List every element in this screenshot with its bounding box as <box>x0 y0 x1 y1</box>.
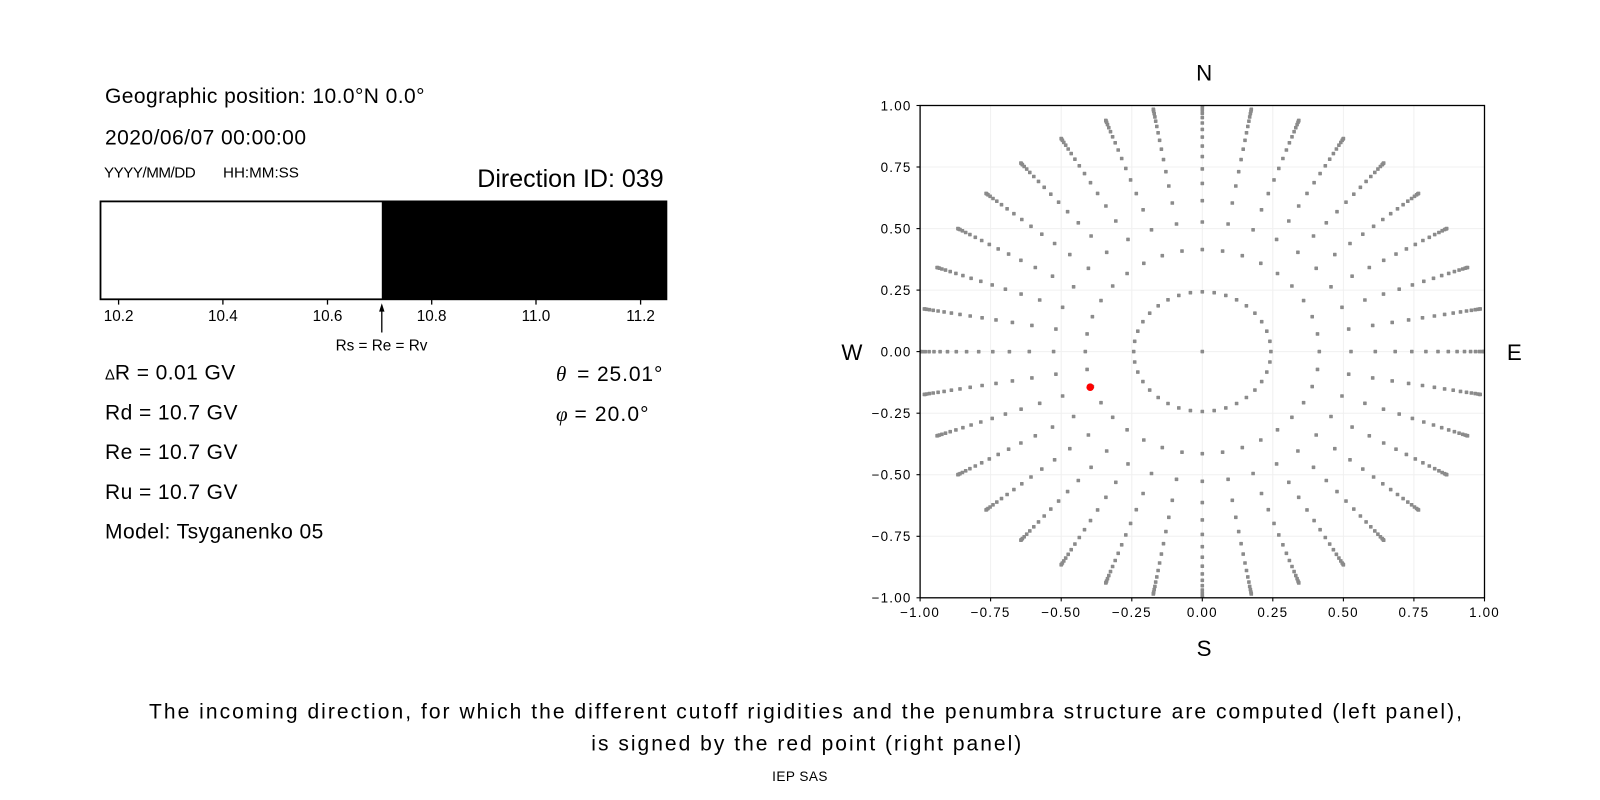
svg-text:Ru = 10.7 GV: Ru = 10.7 GV <box>105 481 238 504</box>
svg-text:Model: Tsyganenko 05: Model: Tsyganenko 05 <box>105 521 324 544</box>
svg-text:HH:MM:SS: HH:MM:SS <box>223 164 299 181</box>
svg-text:The incoming direction, for wh: The incoming direction, for which the di… <box>149 701 1462 724</box>
svg-text:−0.75: −0.75 <box>872 529 912 544</box>
svg-text:10.6: 10.6 <box>313 308 343 325</box>
svg-text:Rs = Re = Rv: Rs = Re = Rv <box>336 338 428 355</box>
svg-text:0.50: 0.50 <box>881 222 912 237</box>
svg-text:10.8: 10.8 <box>417 308 447 325</box>
svg-text:−1.00: −1.00 <box>872 591 912 606</box>
svg-text:E: E <box>1507 340 1522 365</box>
svg-text:11.2: 11.2 <box>626 308 655 325</box>
svg-text:S: S <box>1197 636 1212 661</box>
svg-text:Re = 10.7 GV: Re = 10.7 GV <box>105 441 238 464</box>
svg-text:0.25: 0.25 <box>1257 605 1288 620</box>
svg-text:YYYY/MM/DD: YYYY/MM/DD <box>104 164 196 181</box>
svg-text:0.75: 0.75 <box>881 160 912 175</box>
svg-text:0.50: 0.50 <box>1328 605 1359 620</box>
svg-text:Direction ID: 039: Direction ID: 039 <box>477 165 663 193</box>
svg-text:IEP SAS: IEP SAS <box>772 769 828 784</box>
svg-text:Geographic position: 10.0°N 0.: Geographic position: 10.0°N 0.0° <box>105 85 425 108</box>
svg-text:0.00: 0.00 <box>1187 605 1218 620</box>
svg-text:θ = 25.01°: θ = 25.01° <box>556 362 663 386</box>
svg-text:W: W <box>841 340 862 365</box>
svg-text:N: N <box>1196 60 1212 85</box>
svg-text:0.00: 0.00 <box>881 345 912 360</box>
svg-text:is signed by the red point (ri: is signed by the red point (right panel) <box>591 733 1021 756</box>
svg-text:−1.00: −1.00 <box>900 605 940 620</box>
svg-text:1.00: 1.00 <box>881 98 912 113</box>
svg-text:−0.50: −0.50 <box>872 468 912 483</box>
svg-text:10.4: 10.4 <box>208 308 238 325</box>
svg-text:0.25: 0.25 <box>881 283 912 298</box>
svg-text:−0.75: −0.75 <box>971 605 1011 620</box>
svg-text:φ = 20.0°: φ = 20.0° <box>556 402 650 426</box>
svg-text:11.0: 11.0 <box>522 308 551 325</box>
svg-text:2020/06/07 00:00:00: 2020/06/07 00:00:00 <box>105 127 306 150</box>
svg-text:1.00: 1.00 <box>1469 605 1500 620</box>
svg-text:−0.25: −0.25 <box>872 406 912 421</box>
svg-text:10.2: 10.2 <box>104 308 134 325</box>
svg-text:−0.50: −0.50 <box>1041 605 1081 620</box>
svg-text:0.75: 0.75 <box>1398 605 1429 620</box>
svg-text:ΔR = 0.01 GV: ΔR = 0.01 GV <box>105 362 236 385</box>
svg-text:Rd = 10.7 GV: Rd = 10.7 GV <box>105 401 238 424</box>
svg-text:−0.25: −0.25 <box>1112 605 1152 620</box>
